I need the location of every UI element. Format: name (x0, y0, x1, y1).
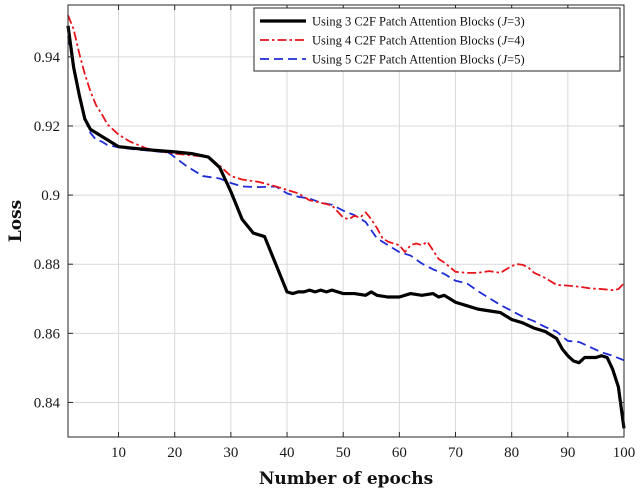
series-line-5-blocks (67, 35, 625, 362)
legend-entry-label: Using 4 C2F Patch Attention Blocks (J=4) (312, 34, 525, 48)
series-line-3-blocks (66, 25, 626, 429)
legend-box (253, 7, 621, 72)
x-tick-label: 20 (167, 445, 182, 461)
x-tick-label: 10 (111, 445, 126, 461)
legend-entry-label: Using 3 C2F Patch Attention Blocks (J=3) (312, 15, 525, 29)
x-tick-label: 60 (392, 445, 407, 461)
x-axis-title: Number of epochs (259, 469, 433, 489)
plot-frame (67, 4, 625, 438)
legend: Using 3 C2F Patch Attention Blocks (J=3)… (253, 7, 621, 72)
x-tick-label: 100 (613, 445, 636, 461)
x-tick-label: 40 (280, 445, 295, 461)
legend-entry-label: Using 5 C2F Patch Attention Blocks (J=5) (312, 53, 525, 67)
y-tick-label: 0.94 (34, 50, 61, 66)
y-axis-title: Loss (6, 200, 26, 242)
y-tick-label: 0.9 (41, 188, 60, 204)
grid (68, 5, 625, 437)
y-tick-label: 0.86 (34, 326, 61, 342)
x-tick-label: 90 (560, 445, 575, 461)
x-tick-label: 30 (223, 445, 238, 461)
y-tick-label: 0.92 (34, 119, 60, 135)
axis-ticks: 10 20 30 40 50 60 70 80 90 100 0.84 0.86 0.88 0.9 0.92… (34, 5, 636, 461)
y-tick-label: 0.88 (34, 257, 60, 273)
x-tick-label: 50 (336, 445, 351, 461)
x-tick-label: 70 (448, 445, 463, 461)
x-tick-label: 80 (504, 445, 519, 461)
series-group (66, 15, 626, 429)
y-tick-label: 0.84 (34, 395, 61, 411)
